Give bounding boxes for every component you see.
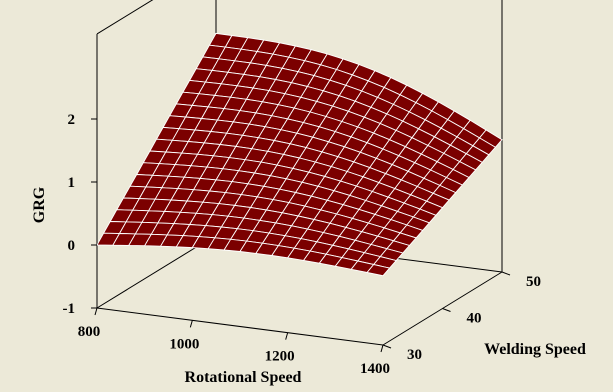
y-tick-label: 50: [526, 274, 541, 290]
y-axis-title: Welding Speed: [484, 341, 586, 358]
y-tick-mark: [382, 344, 392, 349]
x-axis-title: Rotational Speed: [185, 369, 302, 386]
y-tick-label: 40: [467, 311, 482, 327]
response-surface: [96, 32, 503, 277]
box-edge: [96, 0, 154, 35]
x-tick-mark: [189, 320, 193, 328]
surface-cell: [366, 263, 391, 277]
axis-ticks: -1 0 1 2 800 1000 1200 1400 30 40 50: [63, 112, 542, 377]
z-tick-label: 0: [68, 238, 76, 254]
x-tick-label: 800: [78, 324, 101, 340]
y-tick-mark: [501, 271, 511, 276]
x-tick-label: 1400: [360, 361, 390, 377]
x-tick-mark: [94, 307, 98, 316]
y-tick-label: 30: [407, 347, 422, 363]
x-tick-mark: [285, 332, 289, 340]
z-tick-label: 2: [68, 112, 76, 128]
z-tick-label: 1: [68, 175, 76, 191]
x-tick-label: 1200: [265, 349, 295, 365]
y-tick-mark: [442, 308, 451, 312]
z-tick-label: -1: [63, 301, 76, 317]
x-tick-mark: [380, 344, 384, 353]
z-axis-title: GRG: [31, 186, 48, 223]
box-edge: [96, 307, 384, 346]
x-tick-label: 1000: [169, 336, 199, 352]
